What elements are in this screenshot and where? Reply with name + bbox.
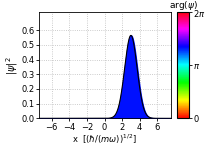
- X-axis label: x  $[(\hbar/(m\omega))^{1/2}]$: x $[(\hbar/(m\omega))^{1/2}]$: [72, 133, 137, 146]
- Title: arg$(\psi)$: arg$(\psi)$: [169, 0, 198, 12]
- Y-axis label: $|\psi|^2$: $|\psi|^2$: [4, 56, 20, 75]
